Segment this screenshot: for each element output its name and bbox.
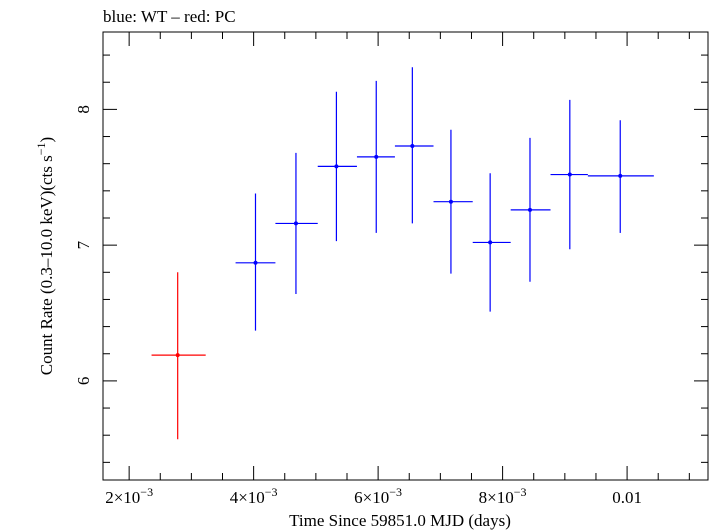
y-axis-label-close: ) bbox=[37, 137, 56, 143]
data-point bbox=[618, 173, 623, 178]
x-tick-exponent: −3 bbox=[389, 485, 402, 499]
y-tick-labels: 6 7 8 bbox=[74, 105, 93, 385]
x-tick-label: 2×10−3 bbox=[105, 485, 153, 507]
data-marks bbox=[151, 67, 654, 440]
y-tick-label: 7 bbox=[74, 240, 93, 249]
x-tick-label: 0.01 bbox=[612, 488, 642, 507]
chart-title: blue: WT – red: PC bbox=[103, 7, 236, 26]
x-tick-label: 6×10−3 bbox=[354, 485, 402, 507]
x-tick-exponent: −3 bbox=[265, 485, 278, 499]
x-axis-label: Time Since 59851.0 MJD (days) bbox=[289, 511, 511, 530]
y-axis-label-main: Count Rate (0.3–10.0 keV)(cts s bbox=[37, 155, 56, 375]
y-axis-label-exponent: −1 bbox=[34, 142, 48, 155]
y-axis-label: Count Rate (0.3–10.0 keV)(cts s−1) bbox=[34, 137, 56, 375]
x-tick-mantissa: 4×10 bbox=[230, 488, 265, 507]
data-point bbox=[448, 199, 453, 204]
x-tick-mantissa: 2×10 bbox=[105, 488, 140, 507]
data-point bbox=[567, 172, 572, 177]
x-tick-label: 8×10−3 bbox=[479, 485, 527, 507]
y-tick-label: 6 bbox=[74, 377, 93, 386]
data-point bbox=[334, 164, 339, 169]
x-tick-label: 4×10−3 bbox=[230, 485, 278, 507]
axis-ticks bbox=[103, 32, 708, 480]
x-tick-mantissa: 0.01 bbox=[612, 488, 642, 507]
data-point bbox=[527, 207, 532, 212]
plot-frame bbox=[102, 31, 709, 481]
x-tick-exponent: −3 bbox=[140, 485, 153, 499]
data-point bbox=[374, 154, 379, 159]
data-point bbox=[410, 144, 415, 149]
x-tick-mantissa: 8×10 bbox=[479, 488, 514, 507]
data-point bbox=[175, 353, 180, 358]
x-tick-labels: 2×10−3 4×10−3 6×10−3 8×10−3 0.01 bbox=[105, 485, 642, 507]
data-point bbox=[253, 260, 258, 265]
x-tick-mantissa: 6×10 bbox=[354, 488, 389, 507]
y-tick-label: 8 bbox=[74, 105, 93, 114]
data-point bbox=[293, 221, 298, 226]
data-point bbox=[488, 240, 493, 245]
x-tick-exponent: −3 bbox=[514, 485, 527, 499]
